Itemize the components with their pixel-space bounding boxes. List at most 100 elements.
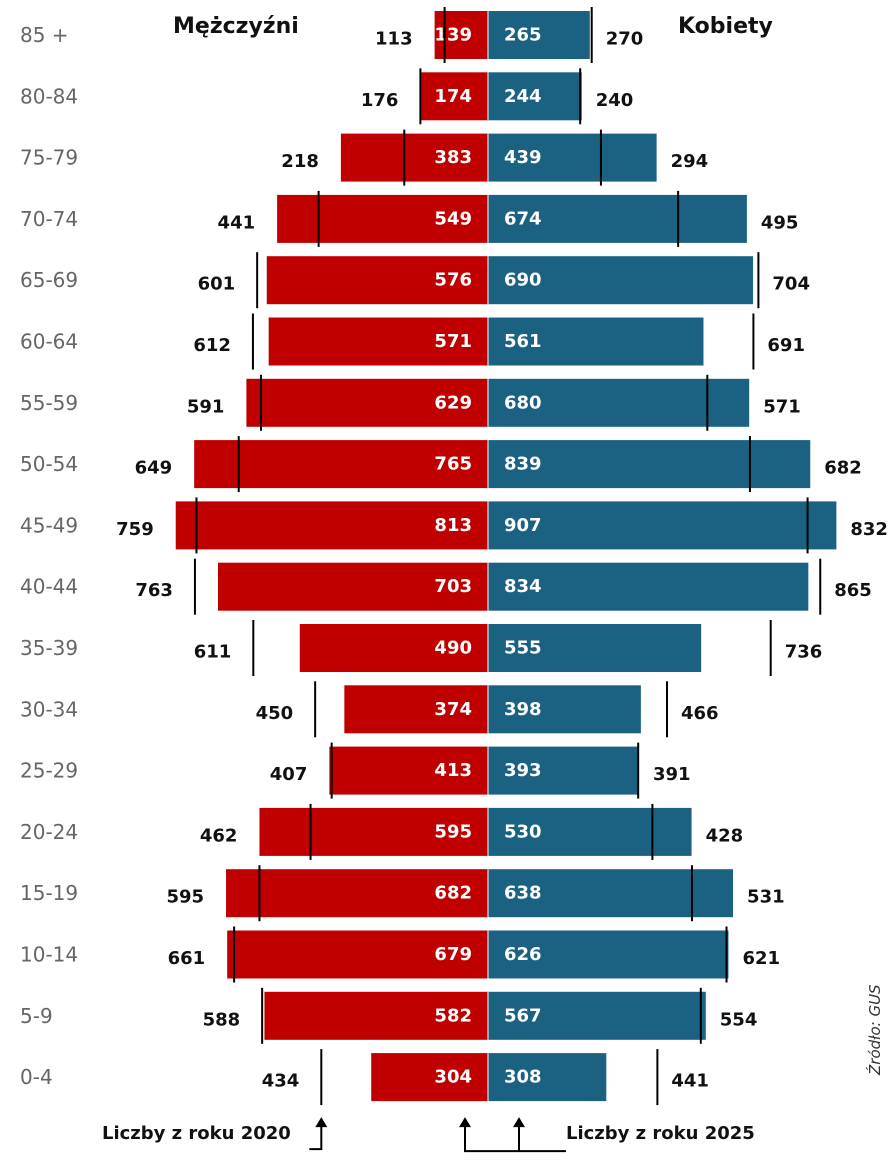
age-group-label: 25-29	[20, 759, 78, 783]
age-group-label: 10-14	[20, 943, 78, 967]
value-men-2020: 759	[116, 519, 154, 540]
bar-women-2025	[488, 562, 809, 611]
bar-men-2025	[259, 807, 488, 856]
value-women-2025-side: 428	[706, 825, 744, 846]
value-women-2025: 674	[504, 208, 542, 229]
value-women-2025-side: 495	[761, 212, 799, 233]
age-group-label: 20-24	[20, 820, 78, 844]
bar-women-2025	[488, 256, 754, 305]
bar-men-2025	[277, 194, 488, 243]
arrow-2025-line	[464, 1123, 566, 1153]
value-men-2025: 383	[434, 147, 472, 168]
value-women-2025: 907	[504, 515, 542, 536]
age-group-label: 55-59	[20, 391, 78, 415]
value-women-2025-side: 832	[850, 519, 888, 540]
age-group-label: 30-34	[20, 697, 78, 721]
age-group-label: 5-9	[20, 1004, 53, 1028]
bar-women-2025	[488, 685, 641, 734]
age-group-label: 40-44	[20, 575, 78, 599]
value-women-2025-side: 691	[767, 335, 805, 356]
age-group-label: 85 +	[20, 23, 69, 47]
note-2020-label: Liczby z roku 2020	[102, 1123, 291, 1144]
value-men-2020: 612	[193, 335, 231, 356]
arrow-2025-head-left	[459, 1117, 471, 1128]
value-men-2025: 304	[434, 1067, 472, 1088]
value-men-2025: 571	[434, 331, 472, 352]
age-group-label: 45-49	[20, 513, 78, 537]
bar-men-2025	[266, 256, 488, 305]
bar-women-2025	[488, 72, 582, 121]
age-group-label: 60-64	[20, 330, 78, 354]
bar-women-2025	[488, 501, 837, 550]
age-group-label: 35-39	[20, 636, 78, 660]
value-men-2025: 174	[434, 86, 472, 107]
bar-men-2025	[227, 930, 488, 979]
value-men-2025: 582	[434, 1005, 472, 1026]
value-men-2020: 661	[168, 948, 206, 969]
value-women-2025-side: 391	[653, 764, 691, 785]
value-women-2025: 567	[504, 1005, 542, 1026]
value-men-2020: 441	[218, 212, 256, 233]
arrow-2020-head	[315, 1117, 328, 1128]
age-group-label: 80-84	[20, 84, 78, 108]
value-men-2025: 576	[434, 270, 472, 291]
value-men-2025: 765	[434, 454, 472, 475]
value-men-2025: 629	[434, 392, 472, 413]
bar-women-2025	[488, 194, 747, 243]
bar-women-2025	[488, 440, 811, 489]
bar-women-2025	[488, 746, 639, 795]
arrow-2020-line	[309, 1123, 323, 1151]
value-men-2020: 588	[203, 1009, 241, 1030]
value-women-2025: 530	[504, 821, 542, 842]
bar-women-2025	[488, 317, 704, 366]
value-men-2020: 434	[262, 1071, 300, 1092]
note-2025-label: Liczby z roku 2025	[566, 1123, 755, 1144]
age-group-label: 70-74	[20, 207, 78, 231]
value-women-2025: 265	[504, 25, 542, 46]
age-group-label: 15-19	[20, 881, 78, 905]
value-women-2025: 638	[504, 883, 542, 904]
value-men-2020: 763	[135, 580, 173, 601]
source-label: Źródło: GUS	[866, 984, 884, 1075]
bar-men-2025	[299, 624, 488, 672]
value-men-2020: 450	[256, 703, 294, 724]
bar-men-2025	[340, 133, 488, 182]
value-women-2025: 626	[504, 944, 542, 965]
value-men-2025: 490	[434, 638, 472, 659]
value-men-2020: 591	[187, 396, 225, 417]
header-men: Mężczyźni	[173, 14, 299, 39]
bar-men-2025	[246, 378, 488, 427]
value-men-2020: 601	[198, 274, 236, 295]
value-men-2025: 374	[434, 699, 472, 720]
value-men-2020: 595	[166, 887, 204, 908]
arrow-2025-head-right	[513, 1117, 525, 1128]
value-men-2025: 682	[434, 883, 472, 904]
value-men-2020: 176	[361, 90, 399, 111]
value-women-2025: 244	[504, 86, 542, 107]
value-women-2025: 680	[504, 392, 542, 413]
bar-women-2025	[488, 11, 590, 59]
bar-men-2025	[264, 991, 488, 1040]
value-women-2025: 398	[504, 699, 542, 720]
value-women-2025: 393	[504, 760, 542, 781]
age-group-label: 50-54	[20, 452, 78, 476]
age-group-label: 0-4	[20, 1065, 53, 1089]
bar-men-2025	[344, 685, 488, 734]
age-group-label: 65-69	[20, 268, 78, 292]
value-men-2020: 611	[194, 642, 232, 663]
bar-women-2025	[488, 807, 692, 856]
value-men-2020: 407	[270, 764, 308, 785]
bar-women-2025	[488, 991, 706, 1040]
bar-men-2025	[434, 11, 488, 59]
value-men-2025: 703	[434, 576, 472, 597]
bar-men-2025	[217, 562, 488, 611]
value-men-2025: 413	[434, 760, 472, 781]
value-women-2025-side: 466	[681, 703, 719, 724]
value-women-2025: 839	[504, 454, 542, 475]
age-group-label: 75-79	[20, 146, 78, 170]
value-women-2025-side: 554	[720, 1009, 758, 1030]
value-men-2020: 218	[281, 151, 319, 172]
value-women-2025-side: 621	[742, 948, 780, 969]
value-women-2025-side: 240	[596, 90, 634, 111]
